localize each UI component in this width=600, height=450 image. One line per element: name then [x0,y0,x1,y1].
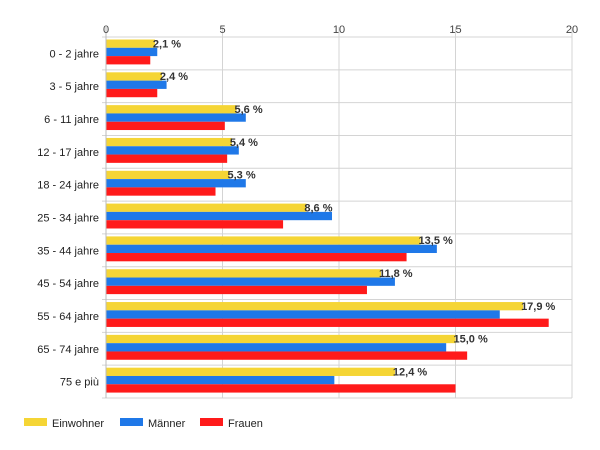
bar-m-nner [106,244,437,254]
bar-frauen [106,187,216,196]
category-label: 35 - 44 jahre [37,245,99,257]
bar-m-nner [106,211,333,221]
data-label: 8,6 % [304,202,332,214]
data-label: 12,4 % [393,366,427,378]
bar-frauen [106,253,407,262]
bar-frauen [106,220,284,229]
bar-einwohner [106,269,381,278]
legend-label: Frauen [228,418,263,430]
bar-frauen [106,154,228,163]
category-label: 55 - 64 jahre [37,311,99,323]
data-label: 17,9 % [521,301,555,313]
legend-swatch [120,418,143,426]
bar-m-nner [106,277,395,286]
category-label: 45 - 54 jahre [37,278,99,290]
data-label: 2,4 % [160,71,188,83]
legend-label: Männer [148,418,186,430]
data-label: 15,0 % [454,334,488,346]
x-tick-label: 10 [333,24,345,36]
bar-einwohner [106,302,524,311]
bar-einwohner [106,367,395,376]
x-tick-label: 15 [449,24,461,36]
legend: Einwohner Männer Frauen [24,418,263,430]
bar-frauen [106,56,151,65]
bar-einwohner [106,334,456,344]
bar-m-nner [106,47,158,57]
legend-label: Einwohner [52,418,104,430]
bar-einwohner [106,170,230,180]
bar-m-nner [106,179,246,188]
grid [102,27,573,399]
bar-frauen [106,318,549,327]
x-tick-label: 20 [566,24,578,36]
bar-einwohner [106,203,307,212]
category-label: 0 - 2 jahre [49,48,99,60]
x-tick-label: 0 [103,24,109,36]
data-label: 5,6 % [234,104,262,116]
bar-m-nner [106,310,500,319]
x-tick-label: 5 [219,24,225,36]
category-label: 18 - 24 jahre [37,180,99,192]
category-label: 25 - 34 jahre [37,213,99,225]
bar-m-nner [106,113,246,122]
bar-einwohner [106,39,155,48]
bar-m-nner [106,343,447,352]
category-label: 6 - 11 jahre [44,114,99,126]
category-label: 3 - 5 jahre [49,81,99,93]
data-label: 5,3 % [227,170,255,182]
data-label: 2,1 % [153,38,181,50]
bar-frauen [106,285,367,295]
legend-swatch [200,418,223,426]
bar-einwohner [106,72,162,81]
labels: 0 5 10 15 20 0 - 2 jahre 2,1 % 3 - 5 jahre 2,4 %… [37,24,578,389]
bar-m-nner [106,80,167,89]
bar-einwohner [106,137,232,147]
bar-frauen [106,121,225,131]
bar-frauen [106,351,468,360]
category-label: 12 - 17 jahre [37,147,99,159]
data-label: 13,5 % [419,235,453,247]
category-label: 65 - 74 jahre [37,344,99,356]
data-label: 5,4 % [230,137,258,149]
bar-einwohner [106,236,421,245]
bar-frauen [106,384,456,393]
bar-m-nner [106,375,335,385]
bars [106,39,549,393]
legend-swatch [24,418,47,426]
bar-frauen [106,88,158,98]
category-label: 75 e più [60,377,99,389]
bar-m-nner [106,146,239,155]
data-label: 11,8 % [379,268,413,280]
bar-einwohner [106,105,237,114]
